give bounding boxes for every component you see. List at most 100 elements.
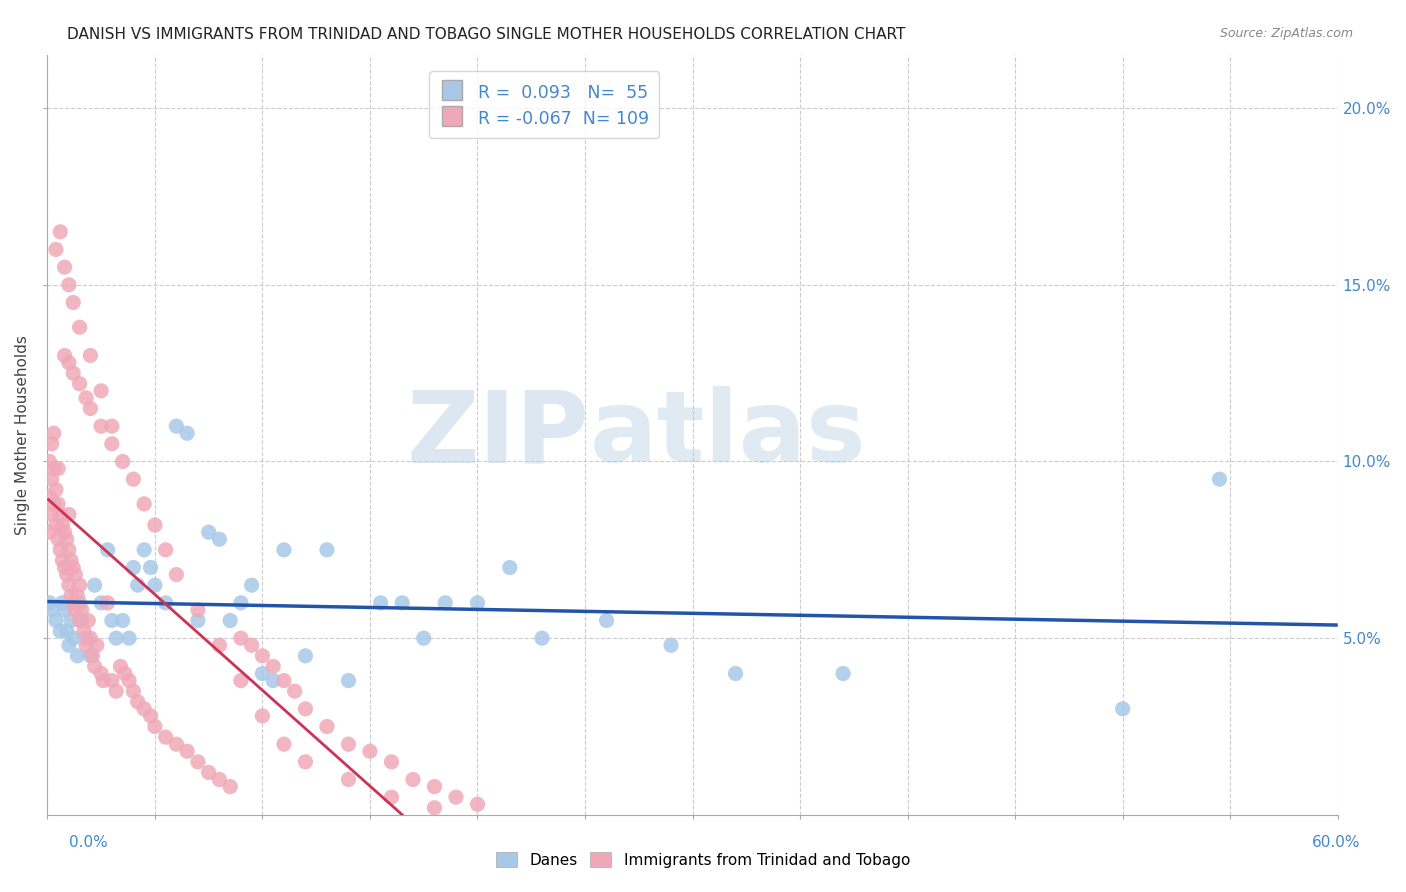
Point [197, 765, 219, 780]
Point [134, 497, 156, 511]
Point [45, 614, 67, 628]
Point [294, 702, 316, 716]
Point [45, 518, 67, 533]
Point [69, 320, 91, 334]
Point [83, 578, 105, 592]
Point [434, 596, 457, 610]
Point [86, 638, 108, 652]
Point [41, 508, 63, 522]
Point [724, 666, 747, 681]
Point [155, 730, 177, 744]
Point [51, 553, 73, 567]
Point [412, 631, 434, 645]
Point [122, 472, 145, 486]
Point [41, 603, 63, 617]
Point [66, 648, 89, 663]
Point [118, 673, 141, 688]
Point [69, 376, 91, 391]
Point [134, 542, 156, 557]
Point [165, 737, 187, 751]
Point [97, 542, 120, 557]
Point [165, 419, 187, 434]
Point [75, 638, 97, 652]
Point [240, 578, 263, 592]
Point [176, 744, 198, 758]
Point [90, 666, 112, 681]
Point [38, 490, 60, 504]
Point [110, 659, 132, 673]
Point [240, 638, 263, 652]
Point [49, 542, 72, 557]
Point [208, 638, 231, 652]
Point [90, 384, 112, 398]
Point [58, 355, 80, 369]
Point [46, 497, 69, 511]
Point [595, 614, 617, 628]
Point [38, 596, 60, 610]
Point [208, 533, 231, 547]
Point [294, 648, 316, 663]
Point [62, 631, 84, 645]
Point [105, 684, 128, 698]
Point [337, 737, 360, 751]
Point [139, 709, 162, 723]
Point [60, 553, 83, 567]
Point [134, 702, 156, 716]
Point [832, 666, 855, 681]
Point [65, 603, 87, 617]
Point [77, 614, 100, 628]
Point [294, 755, 316, 769]
Point [127, 578, 149, 592]
Point [176, 426, 198, 441]
Point [284, 684, 307, 698]
Point [219, 780, 242, 794]
Point [101, 419, 124, 434]
Point [53, 560, 76, 574]
Point [38, 525, 60, 540]
Point [1208, 472, 1230, 486]
Point [143, 719, 166, 733]
Point [70, 614, 93, 628]
Point [75, 391, 97, 405]
Point [118, 631, 141, 645]
Point [53, 260, 76, 274]
Point [105, 631, 128, 645]
Point [187, 614, 209, 628]
Point [38, 454, 60, 468]
Point [49, 624, 72, 639]
Point [66, 589, 89, 603]
Point [83, 659, 105, 673]
Text: 60.0%: 60.0% [1312, 836, 1360, 850]
Point [531, 631, 554, 645]
Point [79, 401, 101, 416]
Point [380, 790, 402, 805]
Legend: R =  0.093   N=  55, R = -0.067  N= 109: R = 0.093 N= 55, R = -0.067 N= 109 [429, 71, 659, 138]
Point [79, 631, 101, 645]
Point [423, 780, 446, 794]
Point [391, 596, 413, 610]
Point [51, 596, 73, 610]
Point [337, 673, 360, 688]
Point [69, 614, 91, 628]
Point [62, 596, 84, 610]
Point [187, 603, 209, 617]
Text: 0.0%: 0.0% [69, 836, 108, 850]
Y-axis label: Single Mother Households: Single Mother Households [15, 335, 30, 535]
Point [273, 542, 295, 557]
Point [229, 673, 252, 688]
Point [273, 737, 295, 751]
Point [1112, 702, 1135, 716]
Point [444, 790, 467, 805]
Point [262, 673, 284, 688]
Point [45, 243, 67, 257]
Point [122, 560, 145, 574]
Point [73, 624, 96, 639]
Point [58, 542, 80, 557]
Point [370, 596, 392, 610]
Point [499, 560, 522, 574]
Point [252, 648, 274, 663]
Point [58, 277, 80, 292]
Point [101, 614, 124, 628]
Point [79, 648, 101, 663]
Point [197, 525, 219, 540]
